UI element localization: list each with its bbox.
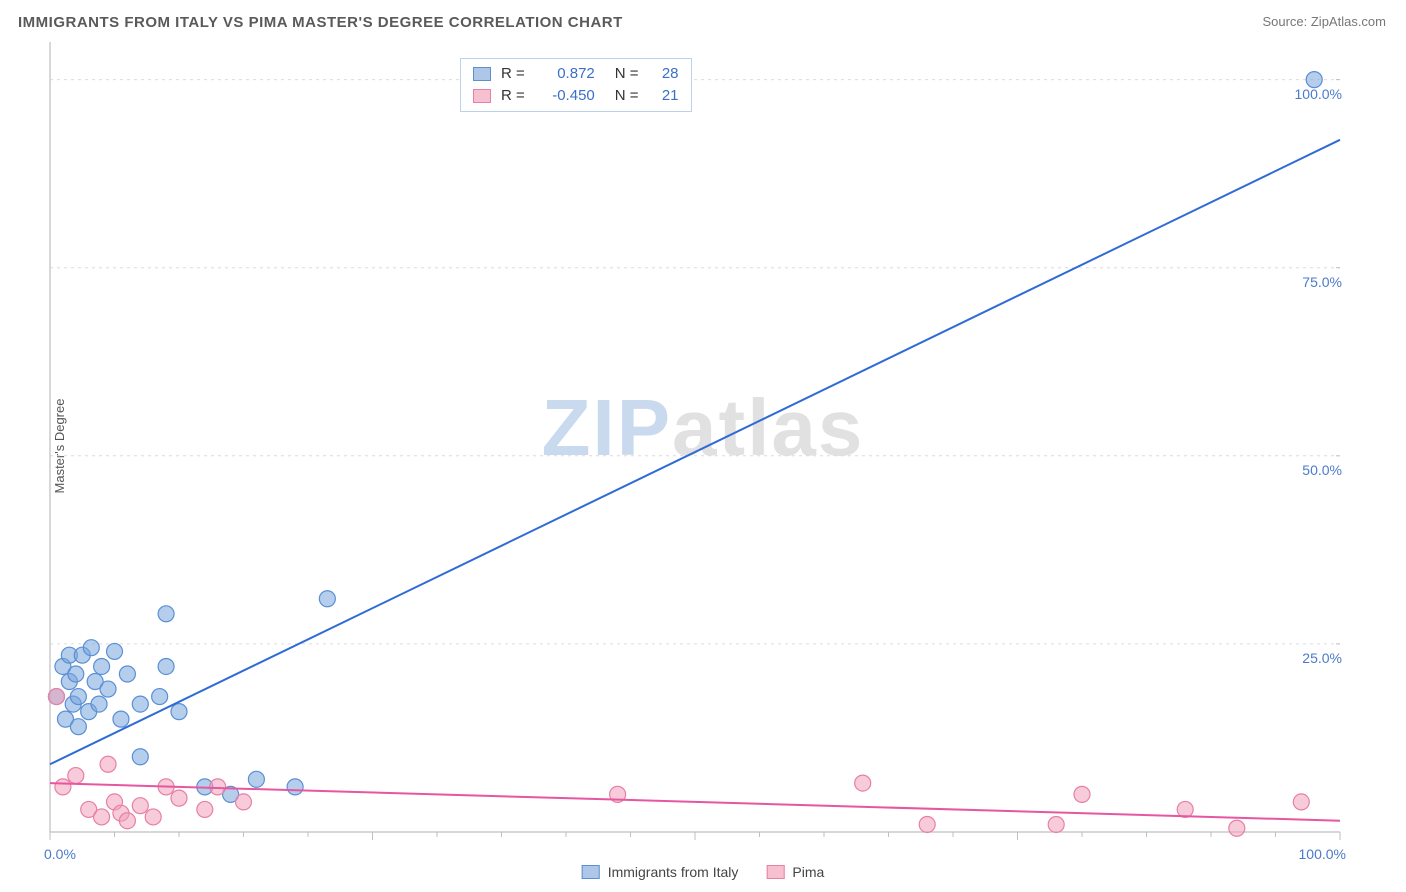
legend-swatch bbox=[473, 89, 491, 103]
y-tick-label: 75.0% bbox=[1302, 274, 1342, 290]
y-tick-label: 25.0% bbox=[1302, 650, 1342, 666]
legend-row: R = -0.450 N = 21 bbox=[473, 85, 679, 107]
legend-item: Pima bbox=[766, 864, 824, 880]
r-label: R = bbox=[501, 85, 525, 107]
x-tick-label: 0.0% bbox=[44, 846, 76, 862]
n-value: 28 bbox=[649, 63, 679, 85]
series-legend: Immigrants from Italy Pima bbox=[582, 864, 825, 880]
r-label: R = bbox=[501, 63, 525, 85]
chart-container: IMMIGRANTS FROM ITALY VS PIMA MASTER'S D… bbox=[0, 0, 1406, 892]
scatter-chart bbox=[0, 0, 1406, 892]
legend-row: R = 0.872 N = 28 bbox=[473, 63, 679, 85]
legend-swatch bbox=[582, 865, 600, 879]
n-label: N = bbox=[615, 63, 639, 85]
legend-label: Pima bbox=[792, 864, 824, 880]
n-label: N = bbox=[615, 85, 639, 107]
n-value: 21 bbox=[649, 85, 679, 107]
r-value: 0.872 bbox=[535, 63, 595, 85]
r-value: -0.450 bbox=[535, 85, 595, 107]
y-tick-label: 100.0% bbox=[1295, 86, 1342, 102]
legend-swatch bbox=[766, 865, 784, 879]
legend-label: Immigrants from Italy bbox=[608, 864, 739, 880]
x-tick-label: 100.0% bbox=[1299, 846, 1346, 862]
legend-swatch bbox=[473, 67, 491, 81]
legend-item: Immigrants from Italy bbox=[582, 864, 739, 880]
correlation-legend: R = 0.872 N = 28 R = -0.450 N = 21 bbox=[460, 58, 692, 112]
y-tick-label: 50.0% bbox=[1302, 462, 1342, 478]
